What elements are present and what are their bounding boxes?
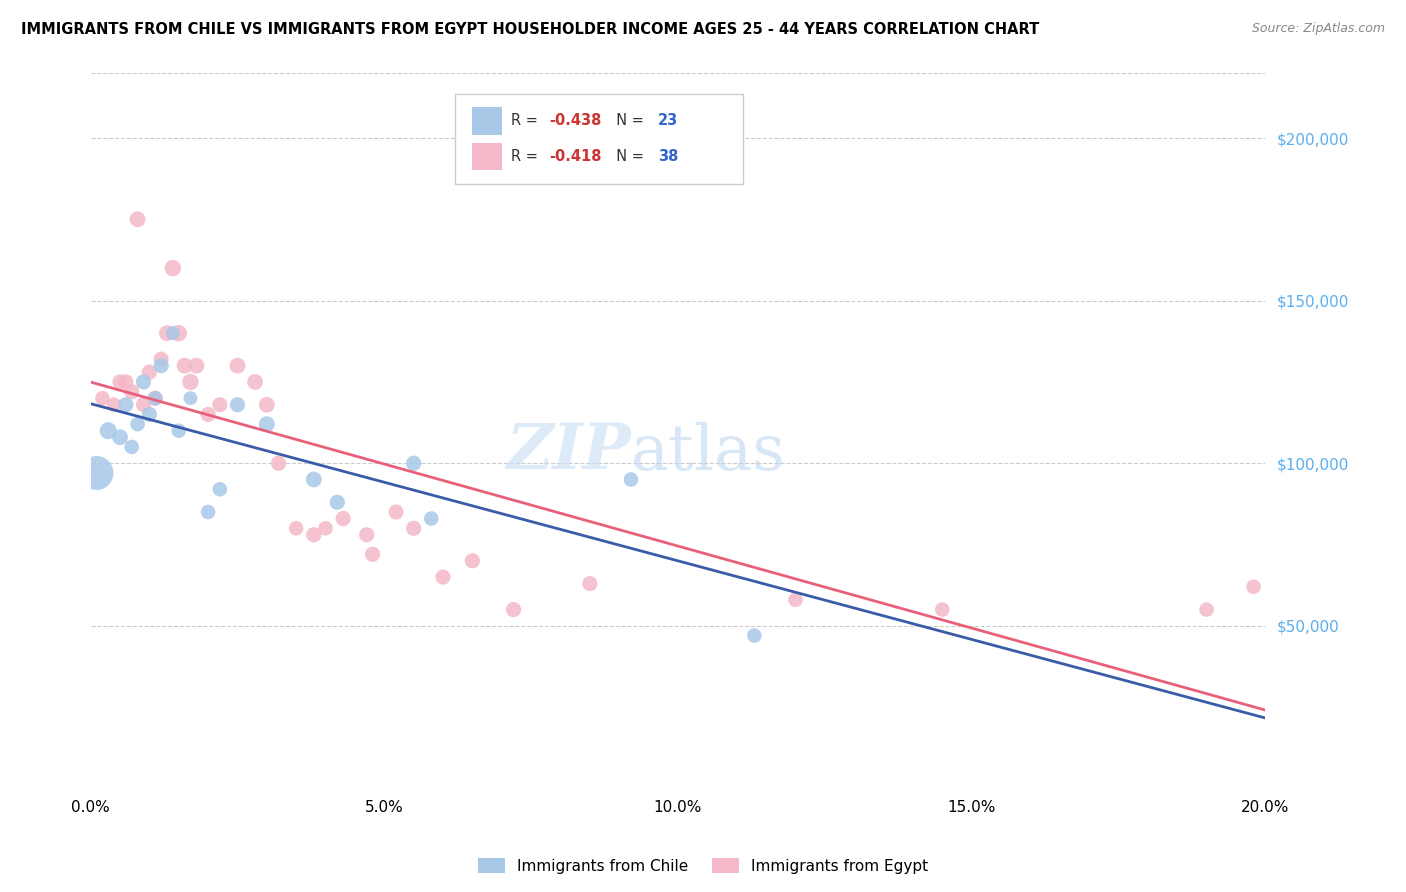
Point xyxy=(132,375,155,389)
Text: -0.438: -0.438 xyxy=(548,113,602,128)
Point xyxy=(103,398,125,412)
Point xyxy=(127,417,149,432)
Point xyxy=(302,528,325,542)
Point xyxy=(179,391,201,405)
Point xyxy=(186,359,208,373)
Point xyxy=(108,375,131,389)
Point xyxy=(150,359,173,373)
Text: Source: ZipAtlas.com: Source: ZipAtlas.com xyxy=(1251,22,1385,36)
Point xyxy=(326,495,349,509)
Point xyxy=(461,554,484,568)
Point xyxy=(197,505,219,519)
Text: N =: N = xyxy=(607,113,650,128)
Point xyxy=(285,521,308,535)
Point xyxy=(1195,602,1218,616)
Text: ZIP: ZIP xyxy=(506,421,631,483)
Point xyxy=(143,391,166,405)
Point xyxy=(138,365,160,379)
Point xyxy=(256,417,278,432)
Point xyxy=(420,511,443,525)
Point xyxy=(121,384,143,399)
Point xyxy=(108,430,131,444)
Point xyxy=(785,592,807,607)
Point xyxy=(402,521,425,535)
Point xyxy=(150,352,173,367)
Point xyxy=(361,547,384,561)
Point xyxy=(243,375,266,389)
Point xyxy=(91,391,114,405)
FancyBboxPatch shape xyxy=(472,143,502,170)
Point xyxy=(744,629,766,643)
Point xyxy=(86,466,108,480)
Text: 38: 38 xyxy=(658,149,678,164)
Point xyxy=(315,521,337,535)
Point xyxy=(226,398,249,412)
Point xyxy=(143,391,166,405)
Point xyxy=(502,602,524,616)
Point xyxy=(115,398,138,412)
Text: R =: R = xyxy=(512,113,543,128)
Text: atlas: atlas xyxy=(631,422,786,483)
Point xyxy=(208,482,231,496)
Point xyxy=(267,456,290,470)
Point xyxy=(402,456,425,470)
Point xyxy=(302,473,325,487)
Point xyxy=(167,326,190,340)
Point xyxy=(332,511,354,525)
Point xyxy=(256,398,278,412)
Point xyxy=(173,359,195,373)
FancyBboxPatch shape xyxy=(454,95,742,184)
Point xyxy=(162,326,184,340)
Point xyxy=(167,424,190,438)
Point xyxy=(138,408,160,422)
Point xyxy=(432,570,454,584)
Point xyxy=(579,576,602,591)
Text: R =: R = xyxy=(512,149,543,164)
Point xyxy=(385,505,408,519)
FancyBboxPatch shape xyxy=(472,107,502,135)
Point xyxy=(115,375,138,389)
Point xyxy=(127,212,149,227)
Point xyxy=(931,602,953,616)
Point xyxy=(121,440,143,454)
Point xyxy=(356,528,378,542)
Point xyxy=(1243,580,1265,594)
Point xyxy=(156,326,179,340)
Legend: Immigrants from Chile, Immigrants from Egypt: Immigrants from Chile, Immigrants from E… xyxy=(471,852,935,880)
Text: IMMIGRANTS FROM CHILE VS IMMIGRANTS FROM EGYPT HOUSEHOLDER INCOME AGES 25 - 44 Y: IMMIGRANTS FROM CHILE VS IMMIGRANTS FROM… xyxy=(21,22,1039,37)
Point xyxy=(162,261,184,276)
Point xyxy=(197,408,219,422)
Text: 23: 23 xyxy=(658,113,678,128)
Text: -0.418: -0.418 xyxy=(548,149,602,164)
Point xyxy=(226,359,249,373)
Point xyxy=(179,375,201,389)
Point xyxy=(208,398,231,412)
Point xyxy=(132,398,155,412)
Point xyxy=(97,424,120,438)
Text: N =: N = xyxy=(607,149,650,164)
Point xyxy=(620,473,643,487)
